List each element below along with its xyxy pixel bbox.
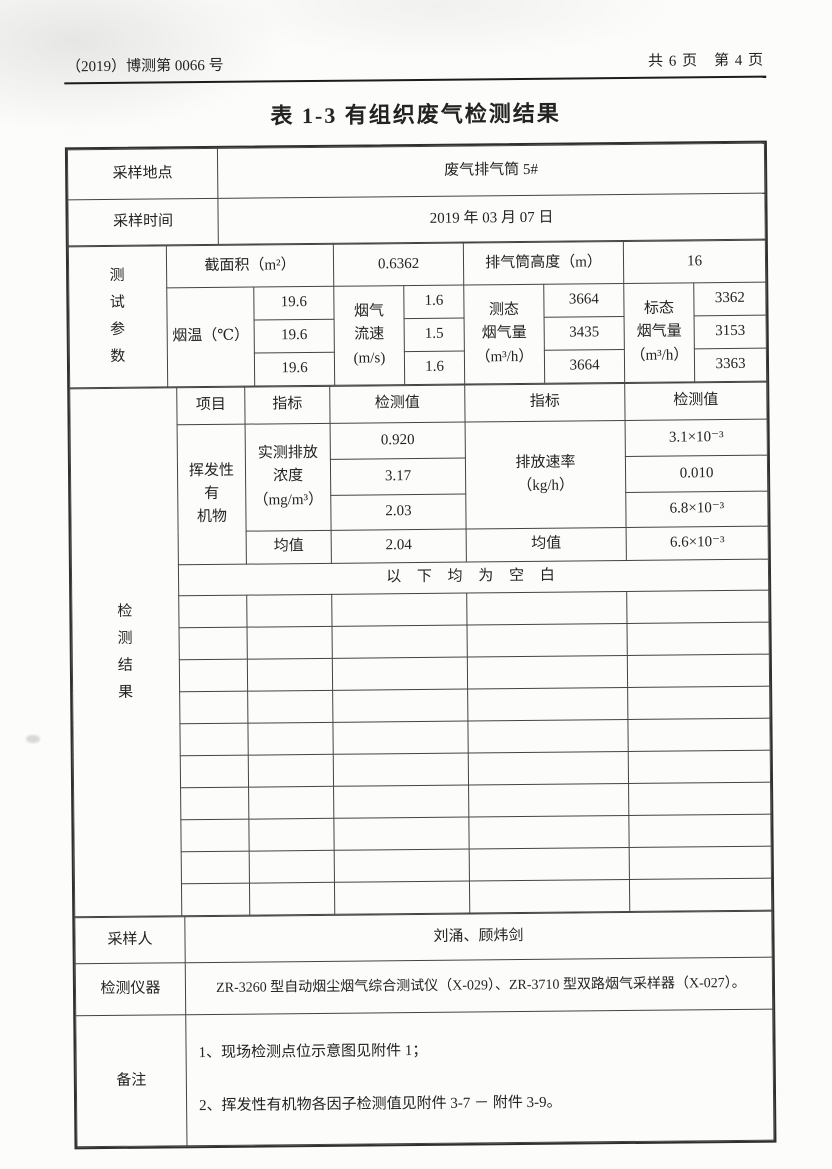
footer-section: 采样人 刘涌、顾炜剑 检测仪器 ZR-3260 型自动烟尘烟气综合测试仪（X-0… (74, 911, 774, 1148)
standard-flow-label: 标态 烟气量 （m³/h） (623, 282, 695, 383)
doc-number: （2019）博测第 0066 号 (66, 57, 224, 76)
sampler-label: 采样人 (74, 916, 186, 964)
flue-temp-value: 19.6 (254, 319, 335, 354)
page-info: 共 6 页 第 4 页 (648, 52, 765, 70)
concentration-mean-value: 2.04 (331, 529, 467, 564)
mean-label: 均值 (466, 527, 627, 563)
col-header-value: 检测值 (329, 385, 466, 424)
stack-height-label: 排气筒高度（m） (463, 241, 624, 286)
col-header-item: 项目 (176, 387, 246, 425)
concentration-value: 2.03 (330, 494, 467, 531)
gas-velocity-value: 1.6 (403, 285, 465, 319)
col-header-indicator: 指标 (464, 383, 626, 423)
sampling-location-section: 采样地点 废气排气筒 5# 采样时间 2019 年 03 月 07 日 (67, 143, 766, 247)
rate-mean-value: 6.6×10⁻³ (626, 526, 769, 561)
page-header: （2019）博测第 0066 号 共 6 页 第 4 页 (64, 48, 767, 85)
cross-section-value: 0.6362 (333, 243, 464, 287)
standard-flow-value: 3153 (694, 315, 767, 349)
test-parameters-section: 测 试 参 数 截面积（m²） 0.6362 排气筒高度（m） 16 烟温（℃）… (68, 240, 767, 389)
measured-flow-label: 测态 烟气量 （m³/h） (463, 284, 545, 385)
item-name: 挥发性有 机物 (177, 424, 247, 565)
scan-smudge (0, 0, 300, 140)
standard-flow-value: 3362 (693, 282, 767, 316)
flue-temp-value: 19.6 (254, 352, 335, 387)
measured-flow-value: 3435 (544, 316, 625, 351)
rate-value: 0.010 (625, 455, 768, 493)
rate-value: 3.1×10⁻³ (625, 419, 768, 457)
scan-speck (26, 735, 40, 743)
rate-value: 6.8×10⁻³ (625, 491, 769, 528)
detection-results-label: 检 测 结 果 (69, 387, 182, 917)
instrument-label: 检测仪器 (75, 962, 186, 1016)
remarks-label: 备注 (75, 1014, 187, 1148)
measured-flow-value: 3664 (544, 349, 625, 384)
measured-flow-value: 3664 (543, 283, 625, 318)
report-table: 采样地点 废气排气筒 5# 采样时间 2019 年 03 月 07 日 测 试 … (64, 140, 777, 1150)
flue-temp-label: 烟温（℃） (166, 287, 255, 387)
sampler-value: 刘涌、顾炜剑 (184, 911, 773, 963)
instrument-value: ZR-3260 型自动烟尘烟气综合测试仪（X-029）、ZR-3710 型双路烟… (185, 957, 773, 1015)
remarks-content: 1、现场检测点位示意图见附件 1； 2、挥发性有机物各因子检测值见附件 3-7 … (185, 1009, 774, 1146)
detection-results-section: 检 测 结 果 项目 指标 检测值 指标 检测值 挥发性有 机物 实测排放 浓度… (69, 382, 772, 918)
sampling-time-label: 采样时间 (67, 198, 219, 246)
concentration-label: 实测排放 浓度 （mg/m³） (245, 423, 332, 532)
stack-height-value: 16 (623, 240, 766, 284)
gas-velocity-value: 1.6 (404, 351, 465, 385)
scan-smudge (200, 0, 680, 60)
remarks-line: 1、现场检测点位示意图见附件 1； (198, 1043, 428, 1062)
cross-section-label: 截面积（m²） (166, 244, 334, 288)
page-content: （2019）博测第 0066 号 共 6 页 第 4 页 表 1-3 有组织废气… (64, 48, 777, 1150)
gas-velocity-value: 1.5 (404, 318, 465, 352)
test-parameters-label: 测 试 参 数 (68, 245, 168, 388)
standard-flow-value: 3363 (694, 348, 767, 382)
rate-label: 排放速率 （kg/h） (465, 420, 627, 530)
sampling-location-value: 废气排气筒 5# (217, 143, 765, 199)
col-header-value: 检测值 (624, 382, 768, 421)
mean-label: 均值 (246, 530, 332, 565)
col-header-indicator: 指标 (244, 386, 331, 425)
sampling-time-value: 2019 年 03 月 07 日 (217, 193, 766, 245)
flue-temp-value: 19.6 (253, 286, 335, 321)
concentration-value: 0.920 (330, 422, 466, 460)
gas-velocity-label: 烟气 流速 (m/s) (333, 285, 405, 386)
concentration-value: 3.17 (330, 458, 466, 496)
table-title: 表 1-3 有组织废气检测结果 (270, 100, 561, 129)
remarks-line: 2、挥发性有机物各因子检测值见附件 3-7 － 附件 3-9。 (199, 1094, 562, 1114)
sampling-location-label: 采样地点 (67, 148, 218, 200)
